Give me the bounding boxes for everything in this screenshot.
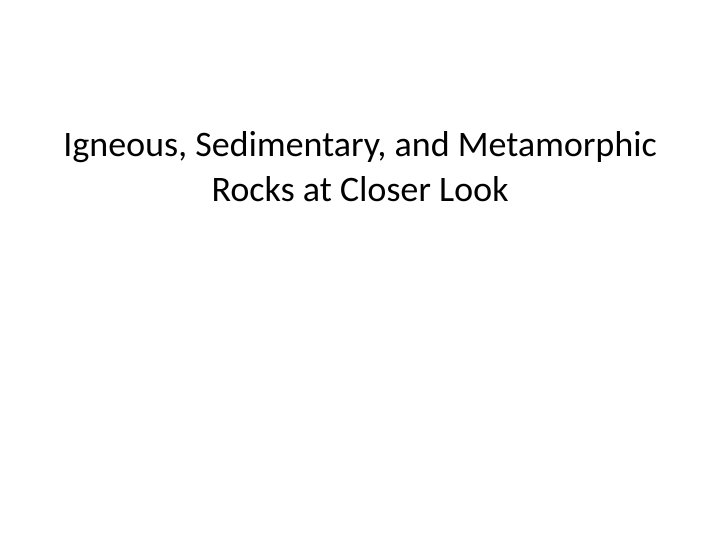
slide-title: Igneous, Sedimentary, and Metamorphic Ro… bbox=[50, 122, 670, 212]
slide-container: Igneous, Sedimentary, and Metamorphic Ro… bbox=[0, 0, 720, 540]
